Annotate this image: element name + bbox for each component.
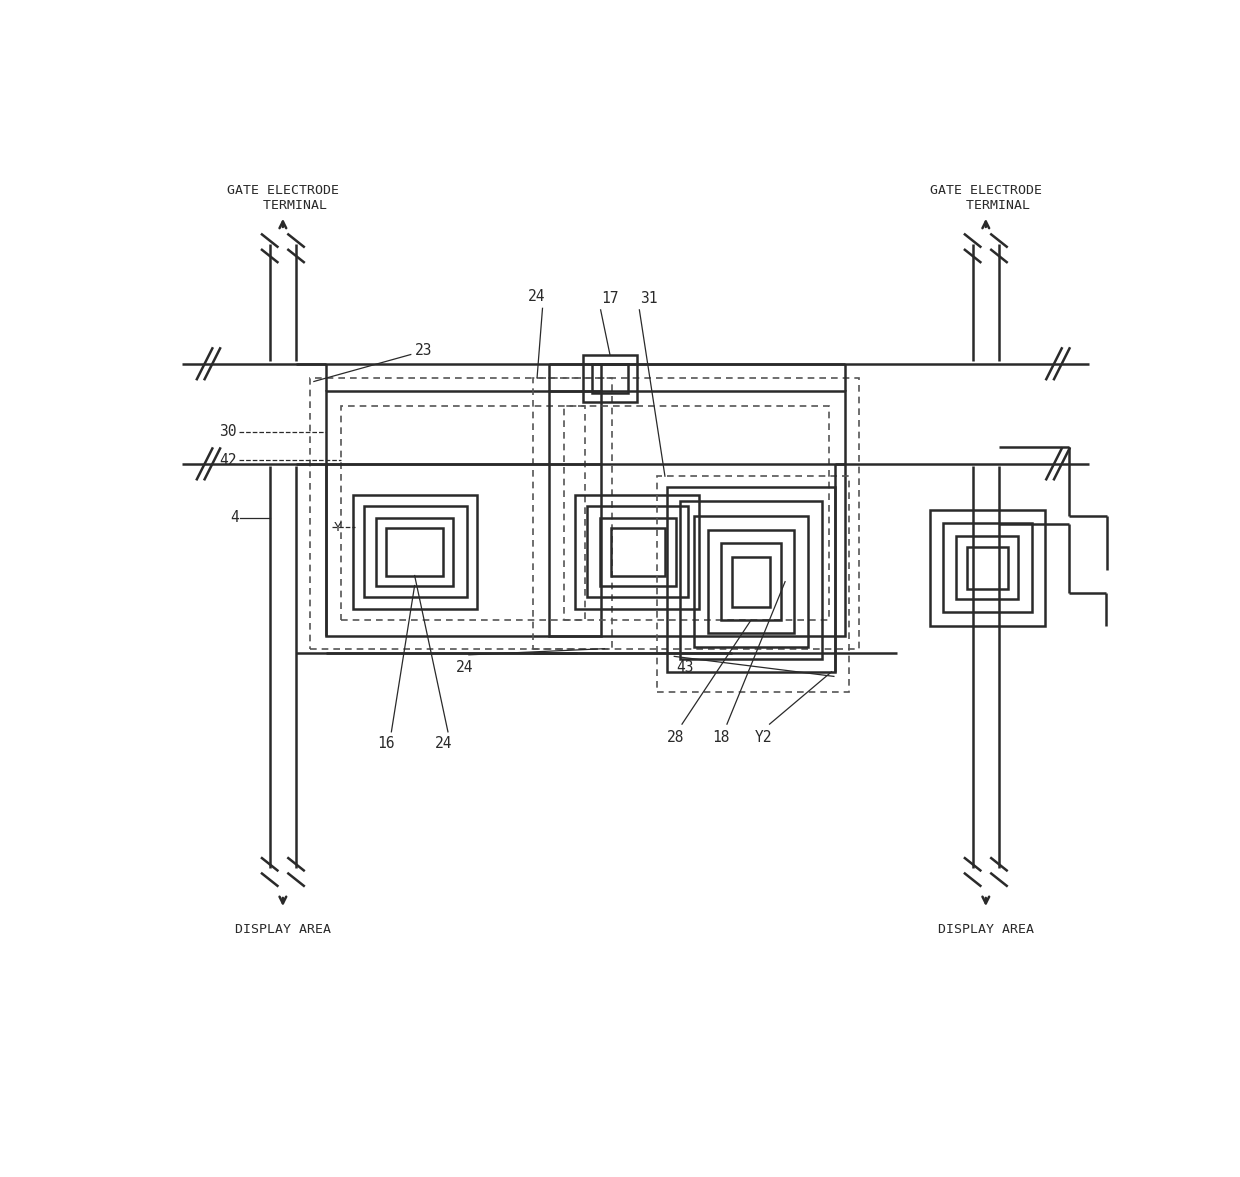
Bar [693, 517, 808, 647]
Text: 28: 28 [667, 730, 684, 745]
Bar [708, 530, 795, 633]
Bar [611, 527, 665, 576]
Text: 16: 16 [377, 737, 394, 751]
Text: GATE ELECTRODE
   TERMINAL: GATE ELECTRODE TERMINAL [227, 184, 339, 212]
Text: 23: 23 [414, 344, 432, 358]
Bar [386, 527, 444, 576]
Bar [564, 406, 830, 620]
Bar [600, 518, 676, 585]
Bar [588, 506, 688, 597]
Bar [310, 378, 613, 649]
Text: 42: 42 [219, 452, 237, 467]
Text: DISPLAY AREA: DISPLAY AREA [234, 923, 331, 936]
Text: 17: 17 [601, 291, 619, 306]
Bar [593, 364, 627, 393]
Text: 24: 24 [456, 660, 474, 676]
Text: 31: 31 [640, 291, 657, 306]
Bar [583, 354, 637, 403]
Text: DISPLAY AREA: DISPLAY AREA [937, 923, 1034, 936]
Bar [533, 378, 858, 649]
Bar [944, 523, 1032, 612]
Bar [352, 494, 476, 609]
Text: 4: 4 [229, 511, 238, 525]
Bar [930, 510, 1044, 625]
Text: Y: Y [334, 520, 341, 533]
Text: 30: 30 [219, 424, 237, 439]
Bar [365, 506, 466, 597]
Text: GATE ELECTRODE
   TERMINAL: GATE ELECTRODE TERMINAL [930, 184, 1042, 212]
Bar [720, 543, 781, 620]
Text: 18: 18 [712, 730, 729, 745]
Bar [667, 487, 836, 672]
Bar [575, 494, 699, 609]
Bar [657, 477, 849, 692]
Text: 24: 24 [527, 290, 546, 305]
Bar [956, 537, 1018, 599]
Bar [733, 557, 770, 607]
Bar [341, 406, 585, 620]
Bar [681, 501, 821, 659]
Bar [967, 547, 1007, 588]
Text: 43: 43 [676, 660, 693, 676]
Bar [325, 391, 600, 636]
Bar [376, 518, 454, 585]
Text: Y2: Y2 [755, 730, 773, 745]
Text: 24: 24 [434, 737, 453, 751]
Bar [549, 391, 844, 636]
